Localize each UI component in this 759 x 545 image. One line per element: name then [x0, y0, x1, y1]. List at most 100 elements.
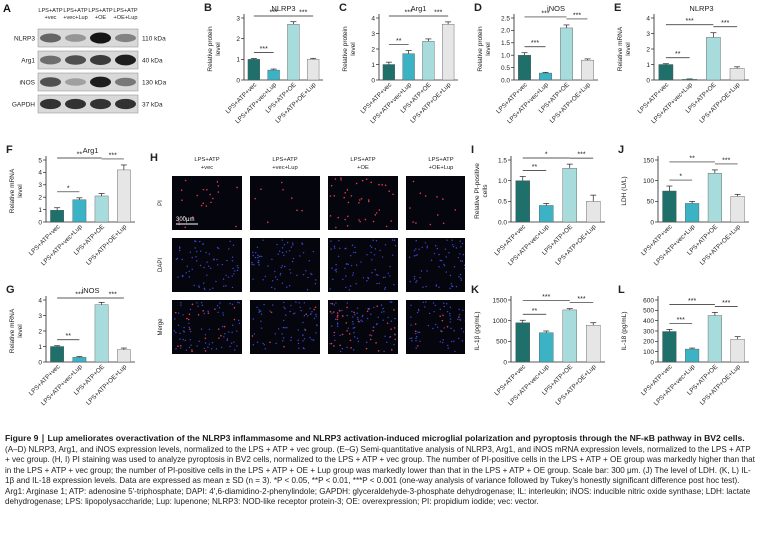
dapi-nucleus [459, 253, 461, 255]
dapi-nucleus [457, 318, 459, 320]
dapi-nucleus [418, 310, 420, 312]
dapi-nucleus [384, 276, 386, 279]
dapi-nucleus [281, 239, 283, 241]
pi-cell [184, 226, 187, 229]
dapi-nucleus [276, 278, 279, 281]
pi-cell [372, 329, 374, 332]
dapi-nucleus [352, 323, 354, 325]
dapi-nucleus [451, 340, 453, 343]
pi-cell [202, 310, 204, 312]
dapi-nucleus [251, 261, 253, 264]
pi-cell [361, 179, 364, 182]
dapi-nucleus [257, 261, 259, 264]
dapi-nucleus [263, 344, 266, 346]
protein-label: NLRP3 [14, 35, 35, 42]
dapi-nucleus [426, 245, 429, 247]
dapi-nucleus [257, 254, 259, 256]
dapi-nucleus [199, 240, 201, 243]
dapi-nucleus [199, 264, 202, 267]
y-tick-label: 1000 [493, 318, 508, 325]
dapi-nucleus [303, 338, 306, 340]
dapi-nucleus [445, 271, 447, 273]
y-tick-label: 400 [643, 318, 654, 325]
dapi-nucleus [312, 339, 315, 341]
dapi-nucleus [331, 267, 333, 269]
pi-cell [236, 186, 238, 189]
sig-label: ** [532, 308, 538, 315]
dapi-nucleus [362, 277, 365, 279]
y-tick-label: 2 [371, 46, 375, 53]
dapi-nucleus [290, 246, 293, 248]
dapi-nucleus [356, 337, 359, 340]
x-tick-label: LPS+ATP+OE+Lup [699, 363, 743, 407]
dapi-nucleus [380, 311, 383, 313]
dapi-nucleus [333, 304, 336, 306]
dapi-nucleus [208, 343, 211, 345]
dapi-nucleus [453, 266, 456, 268]
dapi-nucleus [435, 285, 438, 287]
dapi-nucleus [238, 322, 241, 325]
dapi-nucleus [433, 252, 435, 255]
dapi-nucleus [442, 339, 444, 341]
dapi-nucleus [256, 306, 258, 309]
pi-cell [330, 184, 333, 187]
dapi-nucleus [260, 327, 263, 329]
dapi-nucleus [389, 265, 391, 268]
dapi-nucleus [271, 258, 273, 261]
dapi-nucleus [390, 301, 393, 303]
dapi-nucleus [342, 278, 344, 281]
bar [730, 196, 745, 223]
bar [50, 346, 65, 363]
dapi-nucleus [443, 265, 446, 267]
dapi-nucleus [223, 336, 225, 338]
dapi-nucleus [292, 257, 295, 260]
pi-cell [358, 219, 360, 221]
blot-band [40, 77, 61, 87]
pi-cell [436, 214, 439, 216]
dapi-nucleus [223, 285, 225, 287]
bar [706, 37, 721, 81]
blot-strip [37, 50, 139, 70]
dapi-nucleus [345, 263, 348, 265]
micrograph [250, 238, 320, 292]
dapi-nucleus [416, 254, 418, 256]
dapi-nucleus [341, 347, 344, 350]
pi-cell [386, 322, 389, 325]
dapi-nucleus [211, 348, 213, 350]
dapi-nucleus [380, 304, 383, 306]
dapi-nucleus [333, 247, 336, 249]
pi-cell [196, 194, 199, 197]
dapi-nucleus [419, 277, 421, 279]
dapi-nucleus [336, 322, 339, 324]
dapi-nucleus [282, 337, 285, 339]
bar [116, 349, 131, 363]
dapi-nucleus [188, 326, 190, 329]
dapi-nucleus [330, 302, 332, 305]
dapi-nucleus [314, 283, 317, 285]
dapi-nucleus [336, 323, 339, 325]
dapi-nucleus [267, 265, 269, 267]
dapi-nucleus [292, 313, 295, 315]
dapi-nucleus [230, 342, 233, 344]
dapi-nucleus [262, 279, 264, 281]
dapi-nucleus [393, 333, 396, 335]
dapi-nucleus [415, 240, 417, 242]
dapi-nucleus [367, 307, 369, 310]
dapi-nucleus [373, 306, 375, 309]
y-tick-label: 0 [646, 77, 650, 84]
dapi-nucleus [201, 304, 204, 307]
dapi-nucleus [215, 348, 218, 350]
pi-cell [204, 350, 207, 352]
dapi-nucleus [177, 312, 180, 314]
chart-title: Arg1 [411, 4, 427, 13]
pi-cell [409, 207, 411, 209]
pi-cell [212, 197, 214, 200]
dapi-nucleus [376, 323, 378, 325]
y-axis-label: level [625, 42, 632, 56]
blot-band [65, 34, 86, 42]
dapi-nucleus [459, 240, 461, 242]
pi-cell [343, 196, 346, 199]
dapi-nucleus [211, 342, 214, 344]
dapi-nucleus [351, 310, 353, 313]
dapi-nucleus [410, 324, 412, 326]
